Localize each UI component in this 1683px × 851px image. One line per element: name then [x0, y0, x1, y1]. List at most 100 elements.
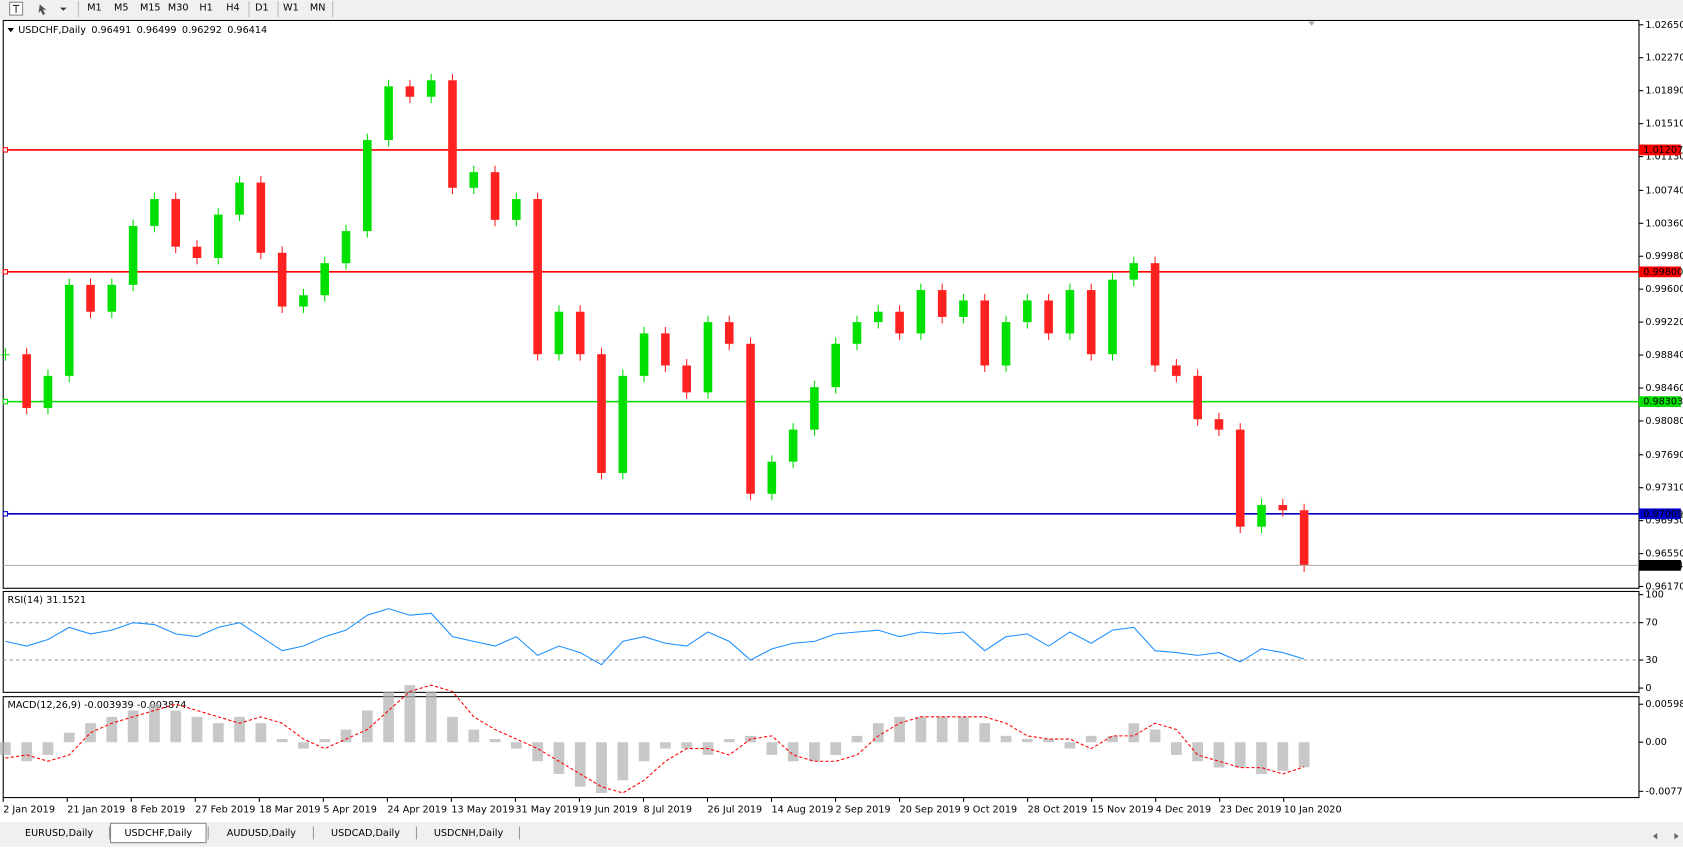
timeframe-button[interactable]: M15	[140, 3, 161, 14]
candle	[171, 199, 180, 247]
timeframe-button[interactable]: MN	[310, 3, 326, 14]
macd-bar	[1149, 729, 1161, 743]
macd-bar	[42, 742, 54, 755]
tab-label[interactable]: USDCHF,Daily	[124, 828, 192, 839]
candle	[107, 284, 117, 312]
macd-bar	[1277, 742, 1289, 771]
rsi-line	[5, 608, 1305, 666]
timeframe-button[interactable]: M30	[168, 3, 189, 14]
ohlc-value: 0.96292	[182, 25, 222, 36]
candle	[852, 322, 862, 344]
indicator-text: -0.003939	[84, 700, 134, 711]
tab[interactable]	[110, 822, 207, 844]
tab-label[interactable]: EURUSD,Daily	[25, 828, 93, 839]
timeframe-button[interactable]: W1	[283, 3, 299, 14]
macd-bar	[851, 735, 863, 743]
tab-label[interactable]: AUDUSD,Daily	[227, 828, 297, 839]
x-tick-label: 13 May 2019	[451, 804, 514, 815]
x-tick-label: 2 Jan 2019	[3, 804, 55, 815]
macd-bar	[63, 732, 75, 743]
macd-bar	[319, 739, 331, 743]
indicator-text: -0.003874	[137, 700, 187, 711]
macd-bar	[1021, 739, 1033, 743]
macd-bar	[915, 716, 927, 743]
x-tick-label: 23 Dec 2019	[1220, 804, 1282, 815]
tab-label[interactable]: USDCAD,Daily	[331, 828, 400, 839]
y-tick-label: -0.007737	[1645, 786, 1683, 797]
macd-bar	[447, 716, 458, 743]
indicator-title: RSI(14) 31.1521	[8, 595, 87, 606]
x-tick-label: 27 Feb 2019	[195, 804, 255, 815]
candle	[213, 214, 223, 258]
price-panel	[2, 19, 1640, 589]
candle	[150, 199, 159, 226]
candle	[1044, 300, 1053, 334]
shift-marker	[1308, 21, 1315, 26]
y-tick-label: 1.00740	[1645, 185, 1683, 196]
text-icon	[12, 4, 20, 13]
timeframe-button[interactable]: M5	[114, 3, 128, 14]
candle	[767, 461, 777, 494]
macd-bar	[1107, 735, 1118, 743]
tab[interactable]	[10, 825, 108, 841]
level-label: 1.01207	[1643, 145, 1683, 156]
level-handle[interactable]	[2, 398, 9, 405]
candle	[64, 284, 74, 376]
timeframe-button[interactable]: M1	[87, 3, 101, 14]
y-tick-label: 0.98460	[1645, 383, 1683, 394]
macd-bar	[936, 716, 948, 743]
candle	[299, 295, 308, 307]
macd-bar	[872, 723, 884, 743]
macd-bar	[1213, 742, 1225, 768]
y-tick-label: 0.96930	[1645, 516, 1683, 527]
macd-bar	[1043, 739, 1054, 743]
macd-bar	[1085, 735, 1097, 743]
x-tick-label: 10 Jan 2020	[1284, 804, 1342, 815]
y-tick-label: 100	[1645, 590, 1663, 601]
timeframe-button[interactable]: D1	[255, 3, 269, 14]
level-label-box	[1638, 266, 1681, 278]
cursor-tool[interactable]	[38, 4, 47, 16]
x-tick-label: 4 Dec 2019	[1156, 804, 1212, 815]
candle	[1, 354, 10, 356]
level-handle[interactable]	[2, 269, 9, 275]
timeframe-button[interactable]: H4	[226, 3, 239, 14]
candle	[256, 182, 266, 253]
macd-bar	[361, 710, 373, 743]
tab-label[interactable]: USDCNH,Daily	[434, 828, 504, 839]
dropdown[interactable]	[60, 7, 67, 11]
macd-bar	[425, 691, 437, 743]
macd-bar	[170, 710, 182, 743]
y-tick-label: 0.99220	[1645, 317, 1683, 328]
candle	[788, 429, 798, 462]
tab[interactable]	[419, 825, 518, 841]
macd-bar	[1298, 742, 1310, 768]
candle	[1023, 300, 1032, 323]
candle	[1299, 510, 1309, 566]
level-handle[interactable]	[2, 147, 9, 153]
chart-title: USDCHF,Daily 0.96491 0.96499 0.96292 0.96414	[18, 25, 267, 36]
ohlc-value: 0.96499	[137, 25, 177, 36]
candle	[128, 225, 138, 285]
candle	[363, 140, 372, 232]
macd-signal	[5, 684, 1305, 794]
candle	[1257, 505, 1266, 527]
candle	[980, 300, 990, 366]
macd-bar	[681, 742, 693, 749]
candle	[426, 80, 436, 97]
ohlc-value: 0.96414	[227, 25, 267, 36]
y-tick-label: 1.01130	[1645, 152, 1683, 163]
candle	[341, 231, 351, 264]
timeframe-button[interactable]: H1	[199, 3, 212, 14]
macd-bar	[723, 739, 735, 743]
tab[interactable]	[211, 825, 312, 841]
candle	[490, 172, 500, 220]
candle	[1129, 263, 1139, 280]
tab[interactable]	[316, 825, 415, 841]
level-label-box	[1638, 396, 1681, 407]
level-handle[interactable]	[2, 511, 9, 517]
ohlc-value: 0.96491	[91, 25, 131, 36]
macd-bar	[638, 742, 650, 762]
macd-bar	[383, 691, 394, 743]
